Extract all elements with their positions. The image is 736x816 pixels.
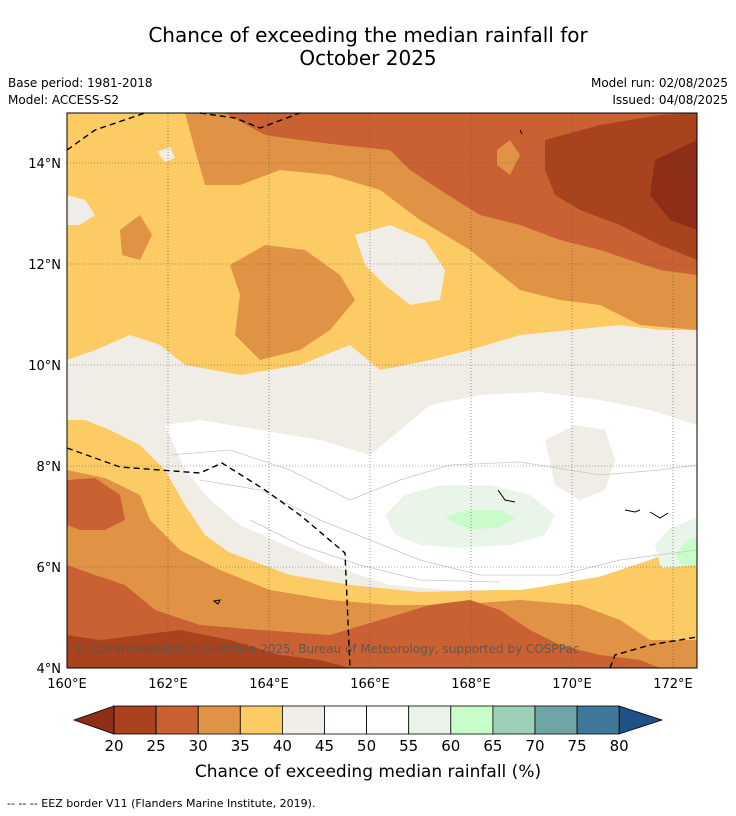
x-tick-label: 160°E — [47, 677, 87, 692]
colorbar-swatch — [576, 705, 620, 735]
title-line-1: Chance of exceeding the median rainfall … — [148, 23, 588, 47]
map-frame — [66, 112, 698, 669]
region-60-65 — [445, 510, 515, 530]
region-40-45-nw — [67, 195, 95, 225]
colorbar-swatch — [197, 705, 241, 735]
colorbar-swatch — [281, 705, 325, 735]
colorbar-title: Chance of exceeding median rainfall (%) — [194, 762, 542, 782]
y-tick-label: 10°N — [28, 359, 61, 374]
colorbar-tick-label: 80 — [610, 737, 629, 755]
region-30-35-south — [67, 470, 697, 668]
colorbar-tick-label: 60 — [441, 737, 460, 755]
y-tick-label: 6°N — [37, 561, 62, 576]
x-tick-label: 166°E — [350, 677, 390, 692]
colorbar-tick-label: 55 — [399, 737, 418, 755]
region-20-25-north — [545, 113, 697, 260]
colorbar-low-extend — [72, 705, 115, 735]
colorbar-swatch — [492, 705, 536, 735]
colorbar: 20 25 30 35 40 45 50 55 60 65 70 75 80 — [72, 705, 664, 755]
model-name: Model: ACCESS-S2 — [8, 93, 120, 107]
region-lt20-north — [650, 140, 697, 230]
model-run: Model run: 02/08/2025 — [590, 76, 728, 90]
colorbar-high-extend — [618, 705, 664, 735]
colorbar-tick-label: 40 — [273, 737, 292, 755]
x-tick-label: 172°E — [653, 677, 693, 692]
colorbar-swatch — [366, 705, 410, 735]
colorbar-tick-label: 25 — [147, 737, 166, 755]
region-30-35-west — [120, 215, 152, 260]
colorbar-tick-label: 50 — [357, 737, 376, 755]
region-30-35-ne — [497, 140, 520, 175]
issued-date: Issued: 04/08/2025 — [612, 93, 728, 107]
y-axis: 4°N 6°N 8°N 10°N 12°N 14°N — [28, 157, 61, 677]
x-tick-label: 168°E — [451, 677, 491, 692]
colorbar-swatch — [450, 705, 494, 735]
region-25-30-southwest — [67, 478, 125, 530]
region-40-45-speck — [157, 147, 175, 162]
eez-footnote: -- -- -- EEZ border V11 (Flanders Marine… — [7, 797, 316, 810]
x-tick-label: 162°E — [148, 677, 188, 692]
colorbar-swatch — [534, 705, 578, 735]
colorbar-tick-label: 35 — [231, 737, 250, 755]
base-period: Base period: 1981-2018 — [8, 76, 153, 90]
y-tick-label: 14°N — [28, 157, 61, 172]
gridlines — [67, 113, 697, 668]
colorbar-tick-label: 45 — [315, 737, 334, 755]
island-outlines — [212, 129, 669, 605]
contour-line — [199, 479, 697, 576]
region-40-45-east — [545, 425, 615, 500]
colorbar-tick-label: 70 — [525, 737, 544, 755]
x-axis: 160°E 162°E 164°E 166°E 168°E 170°E 172°… — [47, 677, 693, 692]
y-tick-label: 12°N — [28, 258, 61, 273]
contour-line — [169, 449, 697, 501]
colorbar-tick-label: 65 — [483, 737, 502, 755]
region-60-65-east — [675, 537, 697, 568]
copyright-notice: © Commonwealth of Australia 2025, Bureau… — [74, 642, 579, 656]
contour-line — [249, 519, 501, 583]
region-20-25-south — [67, 630, 350, 668]
colorbar-tick-label: 20 — [104, 737, 123, 755]
region-40-45-north — [355, 225, 445, 305]
colorbar-tick-label: 75 — [568, 737, 587, 755]
title-line-2: October 2025 — [299, 46, 437, 70]
colorbar-swatch — [113, 705, 157, 735]
colorbar-swatch — [239, 705, 283, 735]
colorbar-swatch — [408, 705, 452, 735]
colorbar-swatch — [155, 705, 199, 735]
colorbar-swatch — [324, 705, 367, 735]
colorbar-tick-label: 30 — [189, 737, 208, 755]
x-tick-label: 170°E — [552, 677, 592, 692]
region-30-35-mid — [230, 245, 355, 360]
y-tick-label: 4°N — [37, 662, 62, 677]
x-tick-label: 164°E — [249, 677, 289, 692]
eez-borders — [66, 112, 698, 669]
y-tick-label: 8°N — [37, 460, 62, 475]
